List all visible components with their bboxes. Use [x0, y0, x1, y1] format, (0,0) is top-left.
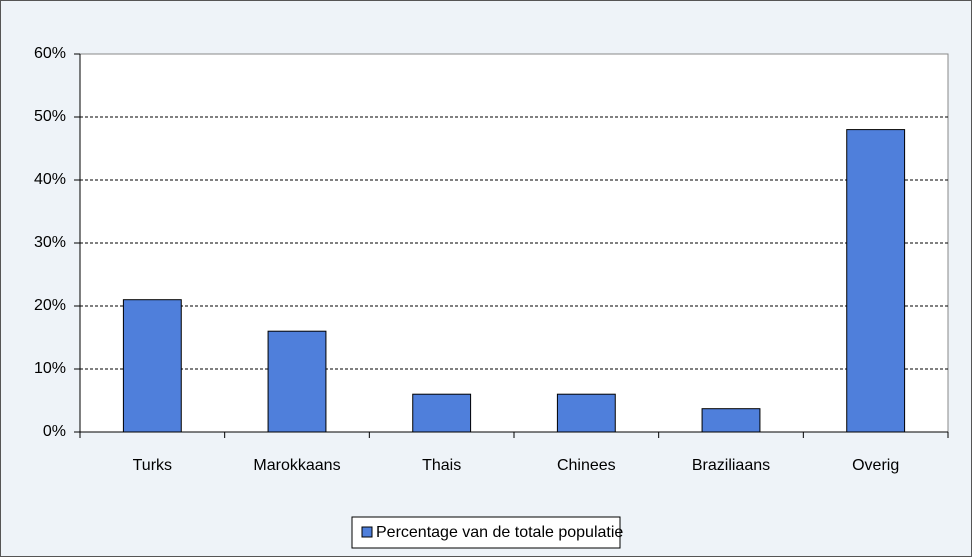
x-tick-label: Chinees — [557, 457, 616, 474]
y-tick-label: 20% — [34, 297, 66, 314]
y-tick-label: 0% — [43, 423, 66, 440]
legend-swatch — [361, 526, 373, 538]
bar — [267, 330, 327, 433]
y-tick-label: 40% — [34, 171, 66, 188]
bar — [412, 393, 472, 433]
plot-area — [79, 53, 949, 433]
bar — [701, 408, 761, 433]
x-tick-label: Turks — [133, 457, 172, 474]
x-tick-label: Overig — [852, 457, 899, 474]
y-tick-label: 10% — [34, 360, 66, 377]
x-tick-label: Braziliaans — [692, 457, 770, 474]
bar — [556, 393, 616, 433]
y-tick-label: 60% — [34, 45, 66, 62]
bar — [122, 299, 182, 433]
x-tick-label: Thais — [422, 457, 461, 474]
legend-label: Percentage van de totale populatie — [376, 524, 623, 541]
legend-box — [351, 516, 621, 549]
bar — [846, 129, 906, 433]
y-tick-label: 50% — [34, 108, 66, 125]
x-tick-label: Marokkaans — [253, 457, 340, 474]
y-tick-label: 30% — [34, 234, 66, 251]
